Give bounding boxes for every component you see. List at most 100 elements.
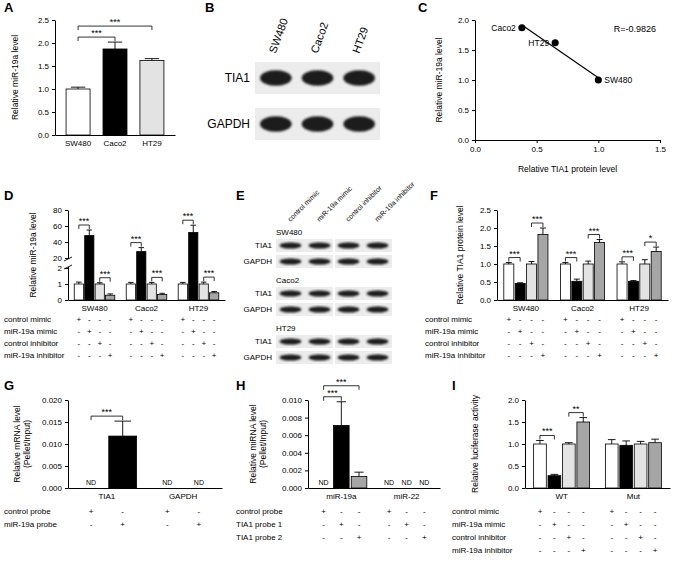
y-tick: 0.010: [282, 396, 308, 405]
condition-sign: -: [539, 533, 542, 542]
condition-sign: -: [213, 315, 216, 324]
y-tick-label: 1.5: [38, 62, 50, 71]
row-label: TIA1: [255, 337, 272, 346]
condition-sign: -: [161, 315, 164, 324]
trend-line: [522, 25, 598, 78]
error-cap: [637, 441, 645, 442]
condition-sign: -: [88, 351, 91, 360]
condition-sign: -: [542, 315, 545, 324]
y-tick-mark: [65, 300, 68, 301]
condition-label: miR-19a inhibitor: [452, 546, 513, 555]
x-tick-label: HT29: [629, 304, 649, 313]
x-tick: miR-19a: [326, 488, 357, 501]
condition-sign: +: [581, 546, 586, 555]
condition-sign: -: [519, 315, 522, 324]
blot-separator: [333, 255, 335, 268]
x-tick: SW480: [81, 300, 108, 313]
error-cap: [551, 474, 559, 475]
error-bar: [608, 440, 616, 444]
condition-sign: -: [340, 507, 343, 516]
panel-label: F: [430, 188, 438, 203]
error-cap: [651, 439, 659, 440]
bar: [634, 444, 647, 488]
error-cap: [630, 280, 636, 281]
panel-label: B: [205, 0, 214, 15]
y-tick: 1.5: [458, 46, 475, 55]
value-label: ND: [162, 479, 172, 486]
y-tick: 2.5: [38, 16, 55, 25]
condition-sign: -: [564, 351, 567, 360]
condition-sign: -: [129, 339, 132, 348]
point: [552, 39, 559, 46]
y-tick: 1.0: [508, 440, 525, 449]
error-bar: [87, 230, 93, 236]
blot-band: [308, 354, 330, 360]
y-tick: 80: [53, 206, 68, 215]
condition-sign: -: [530, 315, 533, 324]
x-tick-label: GAPDH: [169, 492, 198, 501]
blot-band: [260, 70, 292, 85]
condition-sign: -: [542, 327, 545, 336]
blot-band: [366, 258, 388, 264]
y-tick-label: 0.010: [42, 440, 63, 449]
y-tick-mark: [472, 20, 475, 21]
y-tick: 2.0: [38, 39, 55, 48]
significance-label: ***: [509, 249, 520, 259]
error-cap: [76, 282, 82, 283]
condition-sign: -: [567, 546, 570, 555]
y-tick-label: 80: [53, 206, 62, 215]
condition-sign: -: [598, 339, 601, 348]
y-axis-title: Relative mRNA level: [12, 405, 22, 483]
blot-band: [302, 70, 334, 85]
bar: [189, 232, 198, 300]
error-stem: [141, 248, 142, 252]
blot-strip: [276, 287, 392, 300]
bar: [351, 477, 367, 488]
condition-sign: +: [357, 533, 362, 542]
condition-sign: -: [610, 520, 613, 529]
condition-sign: -: [643, 327, 646, 336]
error-bar: [585, 261, 591, 264]
x-tick: 0.5: [532, 140, 544, 154]
blot-band: [279, 338, 301, 344]
panel-label: H: [236, 378, 245, 393]
bar: [126, 284, 135, 300]
y-tick-label: 0.008: [282, 414, 303, 423]
point-label: HT29: [528, 38, 549, 48]
x-tick: 0.0: [470, 140, 482, 154]
condition-sign: +: [631, 327, 636, 336]
condition-sign: -: [632, 351, 635, 360]
x-tick-label: 0.0: [470, 145, 482, 154]
y-tick-label: 1.0: [458, 76, 470, 85]
condition-sign: +: [404, 520, 409, 529]
error-cap: [201, 282, 207, 283]
condition-label: control mimic: [4, 315, 51, 324]
condition-sign: +: [387, 507, 392, 516]
axis-break-mark: [64, 257, 72, 261]
x-axis-line: [476, 140, 661, 141]
y-axis-title: Relative TIA1 protein level: [455, 205, 465, 304]
y-tick-mark: [52, 112, 55, 113]
condition-label: control inhibitor: [425, 339, 480, 348]
y-tick-label: 40: [53, 238, 62, 247]
condition-sign: +: [321, 507, 326, 516]
condition-sign: -: [553, 546, 556, 555]
y-tick-mark: [472, 80, 475, 81]
significance-label: ***: [102, 407, 113, 417]
condition-label: miR-19a mimic: [4, 327, 57, 336]
condition-label: miR-19a inhibitor: [4, 351, 65, 360]
condition-sign: -: [575, 339, 578, 348]
y-tick-label: 0.000: [282, 484, 303, 493]
condition-sign: -: [507, 339, 510, 348]
y-tick-mark: [305, 435, 308, 436]
panel-label: C: [418, 0, 428, 15]
condition-sign: -: [621, 351, 624, 360]
y-axis-line: [525, 401, 526, 489]
condition-sign: -: [181, 351, 184, 360]
significance-label: ***: [336, 377, 347, 387]
blot-band: [343, 116, 375, 131]
condition-sign: +: [586, 339, 591, 348]
bar: [158, 294, 167, 300]
blot-band: [279, 290, 301, 296]
significance-label: ***: [542, 426, 553, 436]
